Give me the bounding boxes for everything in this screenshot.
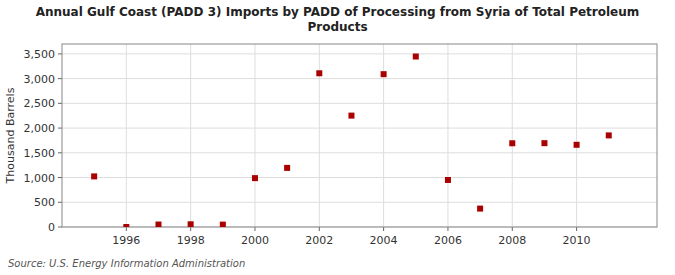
point — [445, 177, 451, 183]
y-grid-line — [62, 53, 657, 54]
y-grid-line — [62, 78, 657, 79]
y-tick-label: 1,500 — [24, 147, 56, 160]
point — [220, 222, 226, 227]
point — [155, 222, 161, 227]
y-tick-label: 2,000 — [24, 122, 56, 135]
x-tick — [126, 227, 127, 231]
x-grid-line — [576, 44, 577, 227]
point — [188, 221, 194, 227]
x-tick — [447, 227, 448, 231]
y-tick — [58, 78, 62, 79]
point — [509, 140, 515, 146]
y-tick-label: 1,000 — [24, 172, 56, 185]
x-tick-label: 2006 — [434, 234, 462, 247]
y-axis-label: Thousand Barrels — [4, 87, 17, 184]
y-tick — [58, 128, 62, 129]
points — [91, 54, 612, 227]
point — [574, 142, 580, 148]
y-tick-label: 2,500 — [24, 97, 56, 110]
x-grid-line — [190, 44, 191, 227]
title-line: Products — [307, 20, 367, 34]
x-tick-label: 2008 — [498, 234, 526, 247]
x-grid-line — [512, 44, 513, 227]
x-tick-label: 2002 — [305, 234, 333, 247]
y-grid-line — [62, 128, 657, 129]
point — [606, 132, 612, 138]
x-grid-line — [447, 44, 448, 227]
point — [413, 54, 419, 60]
point — [348, 113, 354, 119]
source-note: Source: U.S. Energy Information Administ… — [8, 258, 245, 269]
x-tick-label: 2010 — [563, 234, 591, 247]
y-tick — [58, 202, 62, 203]
axes: 0 500 1,000 1,500 2,000 2,500 3,000 3,500 1996 19… — [24, 44, 658, 247]
x-tick — [512, 227, 513, 231]
y-grid-line — [62, 177, 657, 178]
point — [541, 140, 547, 146]
title: Annual Gulf Coast (PADD 3) Imports by PA… — [36, 5, 640, 34]
x-tick-label: 2004 — [370, 234, 398, 247]
y-tick — [58, 227, 62, 228]
y-tick-label: 3,500 — [24, 48, 56, 61]
y-tick — [58, 177, 62, 178]
chart-svg: Annual Gulf Coast (PADD 3) Imports by PA… — [0, 0, 675, 275]
x-tick-label: 2000 — [241, 234, 269, 247]
plot-frame — [62, 44, 657, 227]
x-tick — [576, 227, 577, 231]
y-tick — [58, 152, 62, 153]
point — [284, 165, 290, 171]
y-grid-line — [62, 202, 657, 203]
point — [252, 175, 258, 181]
title-line: Annual Gulf Coast (PADD 3) Imports by PA… — [36, 5, 640, 19]
y-tick-label: 0 — [48, 221, 55, 234]
y-tick-label: 3,000 — [24, 73, 56, 86]
point — [381, 71, 387, 77]
point — [91, 173, 97, 179]
x-grid-line — [254, 44, 255, 227]
x-grid-line — [126, 44, 127, 227]
x-tick — [190, 227, 191, 231]
point — [123, 224, 129, 227]
y-grid-line — [62, 103, 657, 104]
point — [477, 206, 483, 212]
x-tick-label: 1996 — [112, 234, 140, 247]
y-grid-line — [62, 152, 657, 153]
y-tick — [58, 103, 62, 104]
grid — [62, 44, 657, 227]
y-tick-label: 500 — [34, 196, 55, 209]
x-tick — [254, 227, 255, 231]
chart-container: Annual Gulf Coast (PADD 3) Imports by PA… — [0, 0, 675, 275]
x-tick-label: 1998 — [177, 234, 205, 247]
x-tick — [383, 227, 384, 231]
y-tick — [58, 53, 62, 54]
point — [316, 70, 322, 76]
x-tick — [319, 227, 320, 231]
